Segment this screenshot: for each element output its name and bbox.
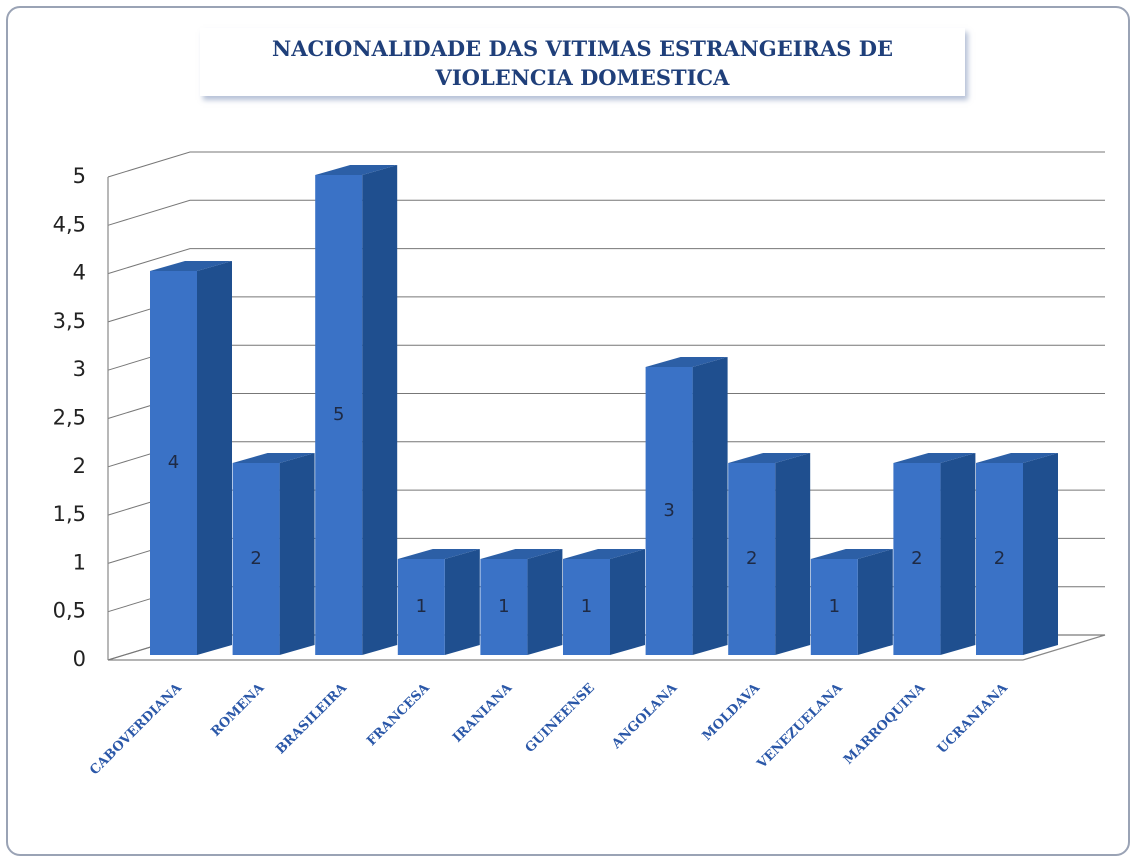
bar-side — [775, 453, 811, 655]
data-label: 3 — [663, 500, 674, 521]
bar — [976, 463, 1023, 655]
data-label: 1 — [498, 596, 509, 617]
bar-top — [728, 453, 811, 463]
grid-line — [107, 393, 1105, 419]
bar — [563, 559, 610, 655]
x-tick-label: ROMENA — [208, 680, 268, 740]
bar — [893, 463, 941, 655]
data-label: 2 — [250, 548, 261, 569]
grid-line — [107, 248, 1105, 275]
chart-title: NACIONALIDADE DAS VITIMAS ESTRANGEIRAS D… — [200, 28, 965, 96]
x-tick-label: IRANIANA — [450, 680, 516, 746]
bar-side — [692, 357, 728, 655]
data-label: 5 — [333, 404, 344, 425]
bar-top — [480, 549, 563, 559]
y-tick-label: 3 — [73, 357, 86, 381]
bar — [397, 559, 445, 655]
bar-side — [444, 549, 480, 655]
y-tick-label: 0,5 — [53, 599, 86, 623]
x-tick-label: VENEZUELANA — [754, 680, 846, 772]
data-label: 2 — [911, 548, 922, 569]
x-tick-label: MOLDAVA — [700, 680, 764, 744]
data-label: 4 — [168, 452, 179, 473]
bar-top — [563, 549, 645, 559]
y-tick-label: 2 — [73, 454, 86, 478]
bar-top — [315, 165, 398, 175]
x-tick-label: MARROQUINA — [841, 680, 929, 768]
y-tick-label: 4 — [73, 261, 86, 285]
data-label: 1 — [416, 596, 427, 617]
bar-side — [362, 165, 398, 655]
bar-top — [893, 453, 976, 463]
bar-top — [645, 357, 728, 367]
data-label: 2 — [994, 548, 1005, 569]
y-tick-label: 3,5 — [53, 309, 86, 333]
bar-top — [150, 261, 232, 271]
data-label: 1 — [581, 596, 592, 617]
x-tick-label: GUINEENSE — [523, 681, 598, 756]
y-tick-label: 5 — [73, 164, 86, 188]
bar-top — [397, 549, 480, 559]
x-tick-label: ANGOLANA — [609, 680, 681, 752]
grid-line — [107, 151, 1105, 178]
chart-frame — [6, 6, 1130, 856]
x-tick-label: CABOVERDIANA — [87, 680, 185, 778]
bar — [810, 559, 858, 655]
y-tick-label: 2,5 — [53, 406, 86, 430]
bar-side — [527, 549, 563, 655]
y-tick-label: 1 — [73, 550, 86, 574]
data-label: 1 — [829, 596, 840, 617]
bar-side — [610, 549, 645, 655]
bar-side — [857, 549, 893, 655]
y-tick-label: 4,5 — [53, 212, 86, 236]
x-tick-label: UCRANIANA — [935, 680, 1012, 757]
bar-side — [940, 453, 976, 655]
bar-top — [810, 549, 893, 559]
bar-top — [232, 453, 315, 463]
bar-side — [197, 261, 232, 655]
bar — [232, 463, 280, 655]
grid-line — [107, 296, 1105, 323]
x-tick-label: FRANCESA — [364, 680, 433, 749]
bar-side — [1023, 453, 1058, 655]
x-tick-label: BRASILEIRA — [273, 680, 350, 757]
y-tick-label: 0 — [73, 647, 86, 671]
bar — [315, 175, 363, 655]
bar-top — [976, 453, 1058, 463]
bar-side — [279, 453, 315, 655]
grid-line — [107, 344, 1105, 371]
bar — [645, 367, 693, 655]
data-label: 2 — [746, 548, 757, 569]
bar — [728, 463, 776, 655]
bar — [480, 559, 528, 655]
y-tick-label: 1,5 — [53, 502, 86, 526]
bar — [150, 271, 197, 655]
grid-line — [107, 199, 1105, 226]
